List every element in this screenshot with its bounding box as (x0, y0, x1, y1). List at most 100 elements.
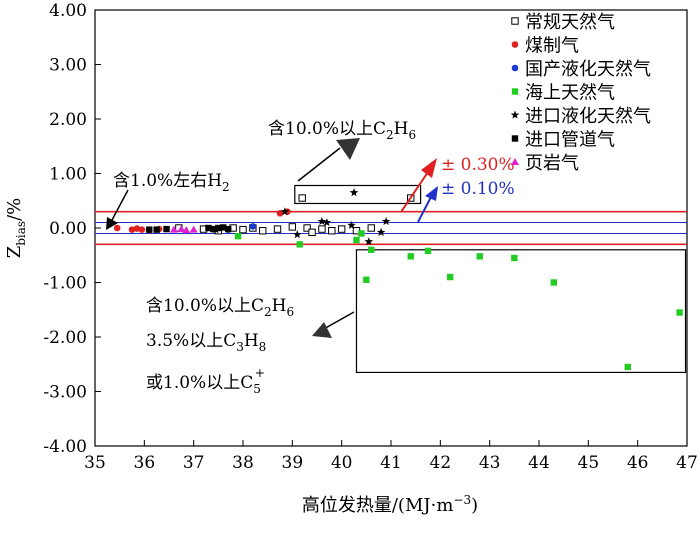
x-axis-title: 高位发热量/(MJ·m−3) (302, 493, 478, 516)
legend-marker (510, 110, 520, 119)
data-point (146, 226, 153, 233)
data-point (550, 279, 557, 286)
annotation-offshore-line3: 或1.0%以上C5+ (146, 366, 265, 396)
data-point (368, 246, 375, 253)
arrow-red-line (400, 171, 429, 213)
data-point (376, 227, 386, 236)
y-tick-label: 2.00 (49, 110, 87, 130)
data-point (322, 218, 332, 227)
data-point (182, 226, 191, 234)
data-point (624, 363, 631, 371)
data-point (163, 225, 170, 233)
data-point (239, 225, 247, 234)
series-5 (146, 224, 232, 233)
x-tick-label: 36 (134, 453, 156, 473)
data-point (210, 225, 217, 233)
data-point (234, 232, 242, 240)
annotation-offshore-line2-sub1: 3 (236, 340, 244, 354)
arrow-c2h6-top-head (336, 138, 360, 160)
data-point (349, 188, 359, 197)
data-point (205, 224, 212, 232)
legend-label: 进口液化天然气 (525, 106, 651, 127)
legend-label: 页岩气 (525, 153, 579, 174)
data-point (308, 228, 316, 237)
x-tick-label: 38 (232, 453, 254, 473)
legend-label: 煤制气 (525, 36, 579, 57)
data-point (288, 223, 297, 231)
annotation-offshore-line1: 含10.0%以上C2H6 (146, 296, 294, 319)
annotation-boxes (294, 184, 687, 374)
annotation-offshore-line1-mid: H (272, 296, 287, 316)
x-tick-label: 45 (578, 453, 600, 473)
x-tick-label: 44 (528, 453, 550, 473)
arrow-blue-line (417, 196, 432, 223)
data-point (259, 227, 267, 235)
data-point (177, 225, 186, 233)
y-tick-label: -4.00 (43, 437, 87, 457)
legend-marker (511, 135, 519, 142)
data-point (133, 225, 141, 232)
annotation-offshore-line1-sub1: 2 (264, 305, 272, 319)
data-point (363, 276, 370, 283)
annotation-offshore-line1-sub2: 6 (286, 305, 294, 319)
data-point (303, 224, 311, 232)
data-point (476, 253, 483, 260)
arrow-offshore-head (312, 322, 332, 338)
legend-marker (511, 88, 519, 95)
series-6 (169, 225, 198, 234)
ref-label-0-10: ± 0.10% (441, 179, 515, 199)
y-tick-label: 4.00 (49, 1, 87, 21)
data-point (220, 224, 227, 231)
annotation-offshore-line2-mid: H (244, 331, 259, 351)
data-point (153, 226, 160, 233)
arrow-c2h6-top-line (297, 147, 341, 182)
x-tick-label: 41 (380, 453, 402, 473)
data-point (128, 226, 136, 233)
y-tick-label: -2.00 (43, 328, 87, 348)
data-point (169, 225, 178, 233)
data-point (511, 254, 518, 262)
annotation-c2h6-top-mid: H (394, 119, 409, 139)
ref-label-0-30: ± 0.30% (441, 155, 515, 175)
y-tick-label: -1.00 (43, 274, 87, 294)
data-point (215, 224, 222, 232)
y-tick-label: 3.00 (49, 56, 87, 76)
data-point (381, 217, 391, 226)
annotation-offshore-line2-sub2: 8 (259, 340, 267, 354)
data-point (249, 223, 257, 230)
data-point (367, 224, 375, 232)
x-tick-label: 35 (84, 453, 106, 473)
y-axis-title-sub: bias (14, 221, 28, 246)
x-axis-title-end: ) (471, 495, 478, 516)
x-tick-label: 39 (282, 453, 304, 473)
x-tick-label: 42 (430, 453, 452, 473)
data-point (298, 194, 306, 202)
annotation-c2h6-top: 含10.0%以上C2H6 (268, 119, 416, 142)
arrow-offshore-line (321, 311, 355, 331)
x-tick-label: 47 (676, 453, 698, 473)
data-point (347, 220, 356, 229)
data-point (328, 227, 336, 235)
c2h6-box (294, 184, 422, 205)
annotation-h2: 含1.0%左右H2 (113, 171, 230, 194)
annotation-h2-sub: 2 (222, 180, 230, 194)
y-tick-label: -3.00 (43, 383, 87, 403)
arrow-h2-line (111, 189, 129, 221)
axis-ticks: 35 36 37 38 39 40 41 42 43 44 45 46 474.003.002.001.… (43, 1, 697, 473)
series-3 (234, 230, 683, 371)
y-tick-label: 1.00 (49, 165, 87, 185)
data-point (113, 224, 121, 232)
data-point (189, 225, 198, 233)
data-point (296, 241, 303, 248)
reference-lines (95, 210, 687, 246)
data-point (317, 217, 327, 226)
data-point (358, 230, 365, 237)
data-point (353, 236, 360, 244)
annotation-c2h6-top-sub2: 6 (408, 128, 416, 142)
data-point (364, 237, 374, 246)
arrows (106, 138, 438, 338)
annotation-offshore-line3-sub: 5 (253, 382, 261, 396)
x-tick-label: 37 (183, 453, 205, 473)
